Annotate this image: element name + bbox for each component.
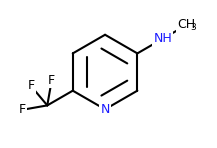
Text: F: F [19,103,26,116]
Text: F: F [48,74,55,87]
Text: CH: CH [178,18,196,31]
Text: 3: 3 [191,23,196,32]
Text: F: F [27,79,35,92]
Text: N: N [100,103,110,116]
Text: NH: NH [153,32,172,45]
